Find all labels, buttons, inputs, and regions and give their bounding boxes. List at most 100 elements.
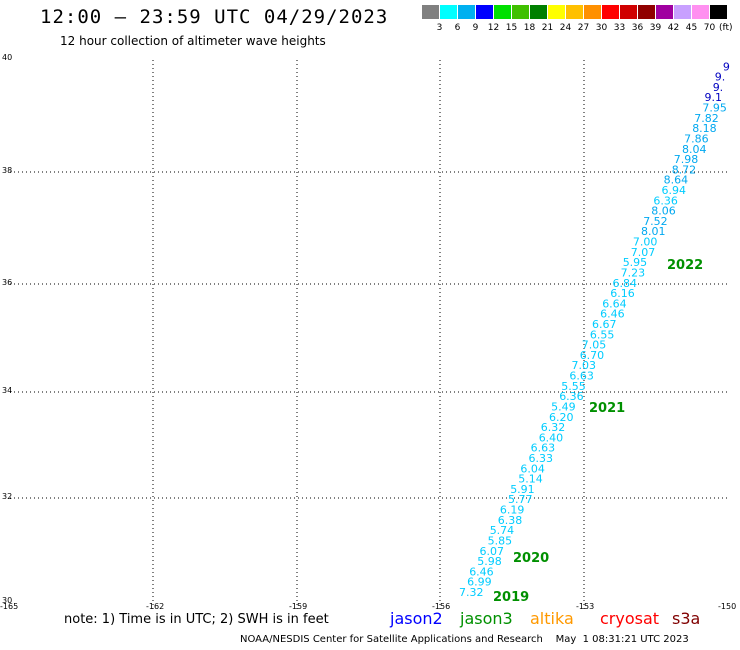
legend-label: 6 [454, 23, 461, 33]
legend-swatch [476, 5, 493, 19]
latitude-label: 34 [2, 386, 13, 395]
longitude-label: -153 [576, 602, 595, 611]
wave-height-value: 6.04 [520, 462, 545, 475]
wave-height-value: 7.23 [621, 267, 646, 280]
legend-label: 45 [685, 23, 698, 33]
wave-height-value: 9. [713, 81, 724, 94]
wave-height-value: 8.72 [672, 163, 697, 176]
wave-height-value: 9. [723, 60, 730, 73]
wave-height-value: 5.14 [518, 473, 543, 486]
wave-height-value: 6.33 [529, 452, 554, 465]
latitude-label: 30 [2, 596, 13, 605]
year-label: 2019 [493, 590, 529, 605]
legend-label: 18 [523, 23, 536, 33]
year-label: 2020 [513, 551, 549, 566]
wave-height-value: 5.49 [551, 401, 576, 414]
wave-height-value: 6.94 [662, 184, 687, 197]
legend-label: 3 [436, 23, 443, 33]
legend-swatch [512, 5, 529, 19]
wave-height-value: 6.70 [580, 349, 605, 362]
wave-height-value: 9. [715, 71, 726, 84]
legend-swatch [566, 5, 583, 19]
legend-swatch [692, 5, 709, 19]
year-label: 2022 [667, 258, 703, 273]
legend-swatch [530, 5, 547, 19]
wave-height-value: 7.95 [702, 102, 727, 115]
wave-height-value: 5.85 [488, 535, 512, 548]
wave-height-value: 7.86 [684, 133, 709, 146]
wave-height-value: 8.04 [682, 143, 707, 156]
wave-height-value: 6.36 [559, 390, 584, 403]
wave-height-value: 5.74 [490, 524, 515, 537]
wave-height-value: 9.1 [705, 91, 723, 104]
wave-height-value: 7.05 [582, 339, 607, 352]
legend-label: 24 [559, 23, 572, 33]
legend-label: 9 [472, 23, 479, 33]
legend-swatch [656, 5, 673, 19]
year-label: 2021 [589, 401, 625, 416]
legend-swatch [440, 5, 457, 19]
longitude-label: -150 [718, 602, 737, 611]
satellite-name: cryosat [600, 609, 660, 628]
map-subtitle: 12 hour collection of altimeter wave hei… [60, 34, 326, 48]
wave-height-value: 6.84 [613, 277, 638, 290]
map-grid [10, 60, 730, 610]
legend-label: 30 [595, 23, 608, 33]
legend-unit: (ft) [719, 23, 733, 33]
wave-height-value: 6.63 [531, 442, 556, 455]
wave-height-value: 8.01 [641, 225, 666, 238]
legend-label: 27 [577, 23, 590, 33]
wave-height-value: 6.07 [480, 545, 505, 558]
wave-height-value: 6.46 [469, 565, 494, 578]
map-title: 12:00 — 23:59 UTC 04/29/2023 [40, 6, 389, 28]
legend-label: 39 [649, 23, 662, 33]
legend-swatch [494, 5, 511, 19]
legend-swatch [602, 5, 619, 19]
wave-height-value: 7.00 [633, 236, 658, 249]
satellite-name: jason2 [390, 609, 443, 628]
altimeter-track: 7.326.996.465.986.075.855.746.386.195.77… [459, 60, 730, 599]
legend-label: 21 [541, 23, 554, 33]
wave-height-map: 7.326.996.465.986.075.855.746.386.195.77… [10, 60, 730, 610]
legend-swatch [620, 5, 637, 19]
wave-height-value: 6.32 [541, 421, 566, 434]
wave-height-value: 8.06 [651, 205, 676, 218]
wave-height-value: 6.99 [467, 576, 492, 589]
longitude-label: -165 [0, 602, 19, 611]
wave-height-value: 6.40 [539, 431, 564, 444]
satellite-name: altika [530, 609, 574, 628]
wave-height-value: 7.07 [631, 246, 656, 259]
wave-height-value: 8.64 [664, 174, 689, 187]
wave-height-value: 6.67 [592, 318, 617, 331]
wave-height-value: 5.95 [623, 256, 648, 269]
latitude-label: 38 [2, 166, 13, 175]
wave-height-value: 6.63 [569, 370, 594, 383]
wave-height-value: 6.46 [600, 308, 625, 321]
legend-label: 33 [613, 23, 626, 33]
wave-height-value: 6.19 [500, 504, 525, 517]
wave-height-value: 9.1 [725, 60, 730, 63]
wave-height-value: 7.98 [674, 153, 699, 166]
latitude-label: 36 [2, 278, 13, 287]
legend-swatch [548, 5, 565, 19]
footer-note: note: 1) Time is in UTC; 2) SWH is in fe… [64, 612, 329, 627]
wave-height-value: 7.82 [694, 112, 719, 125]
wave-height-value: 6.36 [653, 194, 678, 207]
wave-height-value: 6.20 [549, 411, 574, 424]
longitude-label: -156 [432, 602, 451, 611]
legend-label: 70 [703, 23, 716, 33]
satellite-name: jason3 [460, 609, 513, 628]
wave-height-value: 7.32 [459, 586, 484, 599]
year-labels: 2019 2020 2021 2022 [493, 258, 703, 605]
satellite-name: s3a [672, 609, 701, 628]
legend-swatch [638, 5, 655, 19]
legend-label: 12 [487, 23, 500, 33]
legend-swatch [584, 5, 601, 19]
wave-height-value: 5.91 [510, 483, 535, 496]
legend-swatch [458, 5, 475, 19]
legend-swatch [674, 5, 691, 19]
legend-label: 42 [667, 23, 680, 33]
wave-height-value: 7.52 [643, 215, 668, 228]
longitude-label: -159 [289, 602, 308, 611]
latitude-label: 32 [2, 492, 13, 501]
